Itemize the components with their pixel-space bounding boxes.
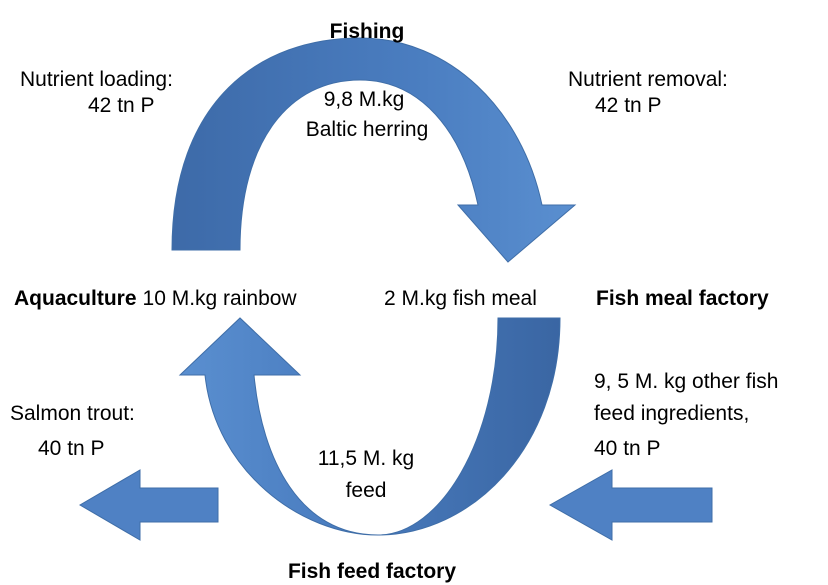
cycle-arrow-top [171, 37, 577, 263]
annotation: 40 tn P [594, 437, 661, 460]
annotation: 42 tn P [595, 94, 662, 117]
node-label: Fish feed factory [288, 560, 456, 583]
annotation: 9, 5 M. kg other fish [594, 370, 778, 393]
flow-amount: 10 M.kg rainbow [143, 287, 298, 310]
flow-amount: Baltic herring [306, 118, 429, 141]
annotation: Nutrient loading: [20, 68, 173, 91]
input-arrow [548, 469, 713, 541]
annotation: feed ingredients, [594, 402, 749, 425]
node-label: Fishing [330, 20, 405, 43]
cycle-arrow-bottom [178, 317, 561, 536]
annotation: Nutrient removal: [568, 68, 728, 91]
annotation: 40 tn P [38, 437, 105, 460]
flow-amount: 2 M.kg fish meal [384, 287, 537, 310]
node-text: Aquaculture 10 M.kg rainbow [14, 287, 297, 310]
flow-amount: feed [346, 479, 387, 502]
node-label: Aquaculture [14, 287, 137, 310]
annotation: Salmon trout: [10, 402, 135, 425]
flow-amount: 9,8 M.kg [324, 88, 405, 111]
annotation: 42 tn P [88, 94, 155, 117]
flow-amount: 11,5 M. kg [318, 447, 415, 470]
output-arrow [79, 469, 219, 541]
node-label: Fish meal factory [596, 287, 769, 310]
